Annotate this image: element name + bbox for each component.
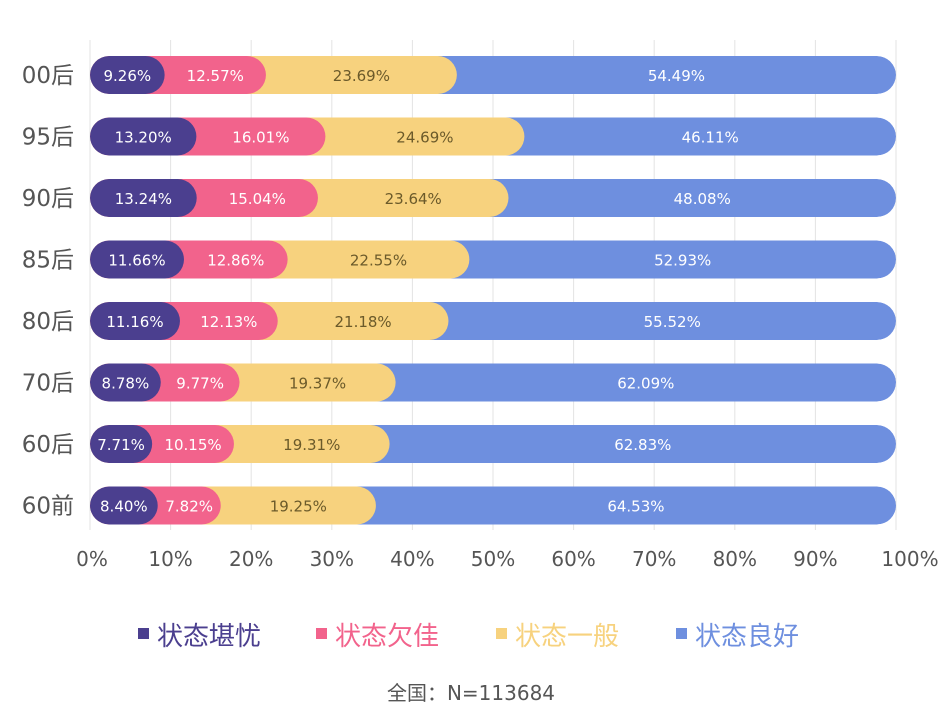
data-label: 21.18% bbox=[334, 313, 391, 331]
legend-label: 状态堪忧 bbox=[157, 622, 261, 652]
bar-row bbox=[90, 240, 896, 279]
legend: 状态堪忧 状态欠佳 状态一般 状态良好 bbox=[138, 622, 799, 652]
data-label: 22.55% bbox=[350, 252, 407, 270]
data-label: 48.08% bbox=[674, 190, 731, 208]
category-label: 90后 bbox=[22, 186, 74, 212]
data-label: 12.13% bbox=[200, 313, 257, 331]
category-label: 70后 bbox=[22, 371, 74, 397]
category-label: 95后 bbox=[22, 125, 74, 151]
data-label: 15.04% bbox=[229, 190, 286, 208]
bar-row bbox=[90, 117, 896, 156]
data-label: 12.86% bbox=[207, 252, 264, 270]
data-label: 23.64% bbox=[385, 190, 442, 208]
data-label: 13.20% bbox=[115, 129, 172, 147]
data-label: 7.71% bbox=[97, 436, 145, 454]
legend-item: 状态堪忧 bbox=[138, 622, 261, 652]
bar-row bbox=[90, 302, 896, 340]
x-tick-label: 50% bbox=[471, 547, 515, 571]
data-label: 52.93% bbox=[654, 252, 711, 270]
legend-item: 状态良好 bbox=[676, 622, 799, 652]
legend-swatch bbox=[496, 628, 507, 639]
legend-item: 状态欠佳 bbox=[316, 622, 439, 652]
data-label: 10.15% bbox=[164, 436, 221, 454]
bar-segment bbox=[90, 302, 180, 340]
bar-row bbox=[90, 179, 896, 217]
bar-segment bbox=[90, 117, 197, 156]
data-label: 13.24% bbox=[115, 190, 172, 208]
data-label: 8.78% bbox=[102, 375, 150, 393]
data-label: 62.09% bbox=[617, 375, 674, 393]
x-tick-label: 40% bbox=[390, 547, 434, 571]
legend-label: 状态良好 bbox=[695, 622, 799, 652]
data-label: 24.69% bbox=[396, 129, 453, 147]
x-tick-label: 30% bbox=[310, 547, 354, 571]
category-label: 60前 bbox=[22, 494, 74, 520]
data-label: 19.37% bbox=[289, 375, 346, 393]
bar-segment bbox=[90, 363, 161, 402]
category-label: 85后 bbox=[22, 248, 74, 274]
data-label: 64.53% bbox=[607, 498, 664, 516]
data-label: 54.49% bbox=[648, 67, 705, 85]
x-tick-label: 100% bbox=[881, 547, 938, 571]
data-label: 19.31% bbox=[283, 436, 340, 454]
data-label: 46.11% bbox=[682, 129, 739, 147]
x-tick-label: 60% bbox=[551, 547, 595, 571]
x-tick-label: 0% bbox=[76, 547, 108, 571]
legend-item: 状态一般 bbox=[496, 622, 619, 652]
data-label: 16.01% bbox=[232, 129, 289, 147]
bar-row bbox=[90, 363, 896, 402]
data-label: 19.25% bbox=[270, 498, 327, 516]
data-label: 9.26% bbox=[103, 67, 151, 85]
data-label: 23.69% bbox=[333, 67, 390, 85]
category-label: 00后 bbox=[22, 63, 74, 89]
x-tick-label: 80% bbox=[713, 547, 757, 571]
bar-segment bbox=[90, 486, 158, 525]
category-label: 80后 bbox=[22, 309, 74, 335]
data-label: 55.52% bbox=[644, 313, 701, 331]
bars bbox=[90, 56, 896, 525]
category-label: 60后 bbox=[22, 432, 74, 458]
data-label: 12.57% bbox=[187, 67, 244, 85]
bar-row bbox=[90, 56, 896, 94]
bar-segment bbox=[90, 179, 197, 217]
bar-segment bbox=[90, 425, 153, 463]
x-tick-label: 10% bbox=[148, 547, 192, 571]
legend-label: 状态欠佳 bbox=[335, 622, 439, 652]
footnote: 全国：N=113684 bbox=[387, 681, 555, 705]
x-tick-label: 20% bbox=[229, 547, 273, 571]
data-label: 8.40% bbox=[100, 498, 148, 516]
data-label: 11.66% bbox=[108, 252, 165, 270]
legend-swatch bbox=[676, 628, 687, 639]
data-label: 11.16% bbox=[106, 313, 163, 331]
data-label: 9.77% bbox=[176, 375, 224, 393]
data-label: 62.83% bbox=[614, 436, 671, 454]
bar-segment bbox=[90, 240, 184, 279]
x-tick-label: 70% bbox=[632, 547, 676, 571]
bar-segment bbox=[90, 56, 165, 94]
legend-swatch bbox=[316, 628, 327, 639]
legend-label: 状态一般 bbox=[515, 622, 619, 652]
x-axis-ticks: 0% 10% 20% 30% 40% 50% 60% 70% 80% 90% 100% bbox=[76, 547, 938, 571]
bar-row bbox=[90, 486, 896, 525]
legend-swatch bbox=[138, 628, 149, 639]
bar-row bbox=[90, 425, 896, 463]
x-tick-label: 90% bbox=[793, 547, 837, 571]
data-label: 7.82% bbox=[165, 498, 213, 516]
